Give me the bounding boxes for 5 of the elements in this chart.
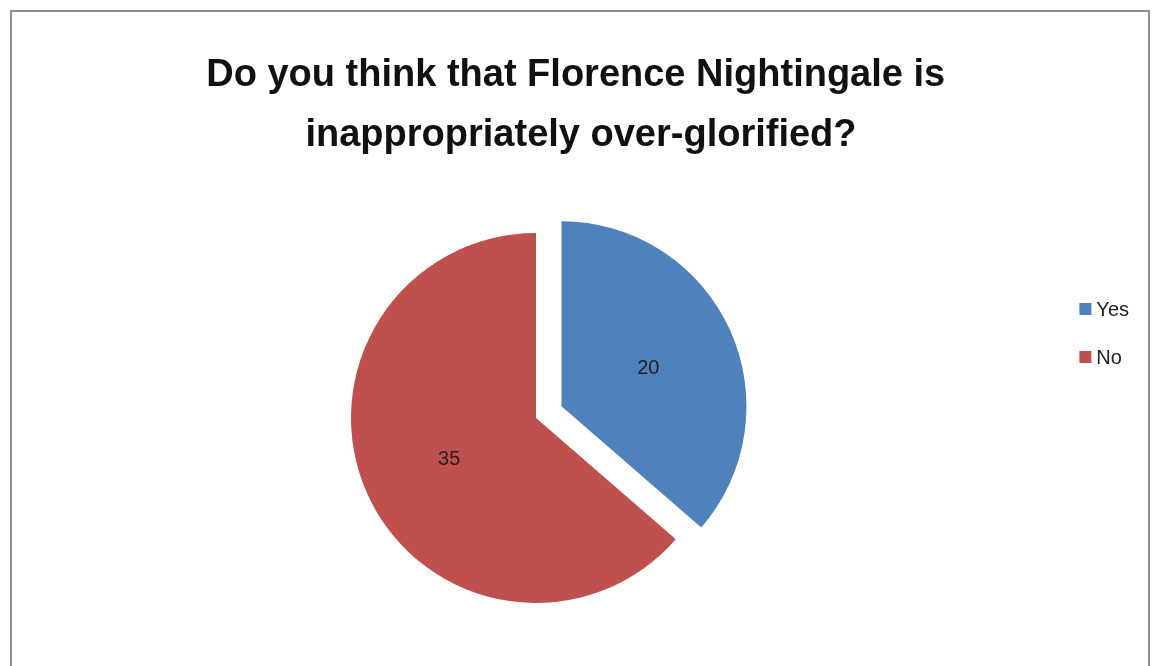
legend-label: No bbox=[1096, 346, 1122, 368]
data-label: 20 bbox=[637, 355, 660, 378]
data-label: 35 bbox=[438, 446, 461, 469]
legend-label: Yes bbox=[1096, 298, 1130, 320]
chart-title: Do you think that Florence Nightingale is inappropriately over-glorified? bbox=[206, 52, 956, 154]
